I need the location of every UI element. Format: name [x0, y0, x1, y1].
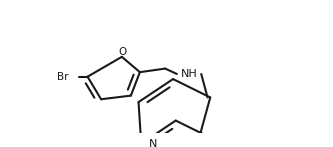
Text: Br: Br	[57, 72, 68, 82]
Text: N: N	[149, 139, 157, 147]
Text: O: O	[119, 47, 127, 57]
Text: NH: NH	[181, 69, 198, 79]
